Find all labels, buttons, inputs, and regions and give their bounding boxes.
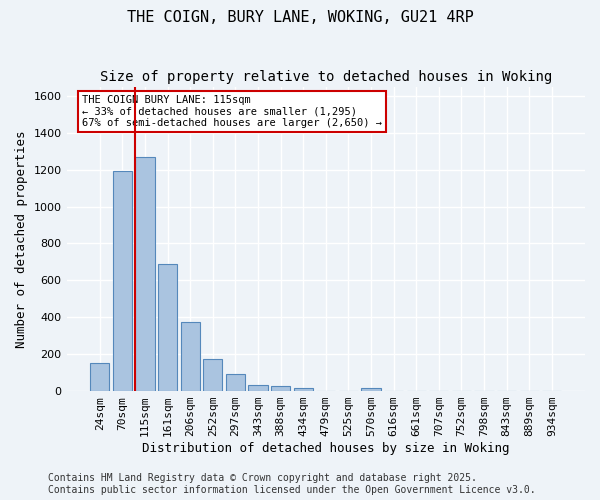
- Bar: [181, 322, 200, 391]
- Title: Size of property relative to detached houses in Woking: Size of property relative to detached ho…: [100, 70, 552, 84]
- Text: THE COIGN, BURY LANE, WOKING, GU21 4RP: THE COIGN, BURY LANE, WOKING, GU21 4RP: [127, 10, 473, 25]
- Bar: [293, 388, 313, 391]
- Bar: [203, 359, 223, 391]
- Bar: [361, 388, 380, 391]
- Bar: [158, 264, 177, 391]
- Y-axis label: Number of detached properties: Number of detached properties: [15, 130, 28, 348]
- Bar: [90, 364, 109, 391]
- Text: THE COIGN BURY LANE: 115sqm
← 33% of detached houses are smaller (1,295)
67% of : THE COIGN BURY LANE: 115sqm ← 33% of det…: [82, 95, 382, 128]
- Bar: [113, 170, 132, 391]
- Bar: [271, 386, 290, 391]
- X-axis label: Distribution of detached houses by size in Woking: Distribution of detached houses by size …: [142, 442, 509, 455]
- Bar: [226, 374, 245, 391]
- Bar: [136, 156, 155, 391]
- Text: Contains HM Land Registry data © Crown copyright and database right 2025.
Contai: Contains HM Land Registry data © Crown c…: [48, 474, 536, 495]
- Bar: [248, 384, 268, 391]
